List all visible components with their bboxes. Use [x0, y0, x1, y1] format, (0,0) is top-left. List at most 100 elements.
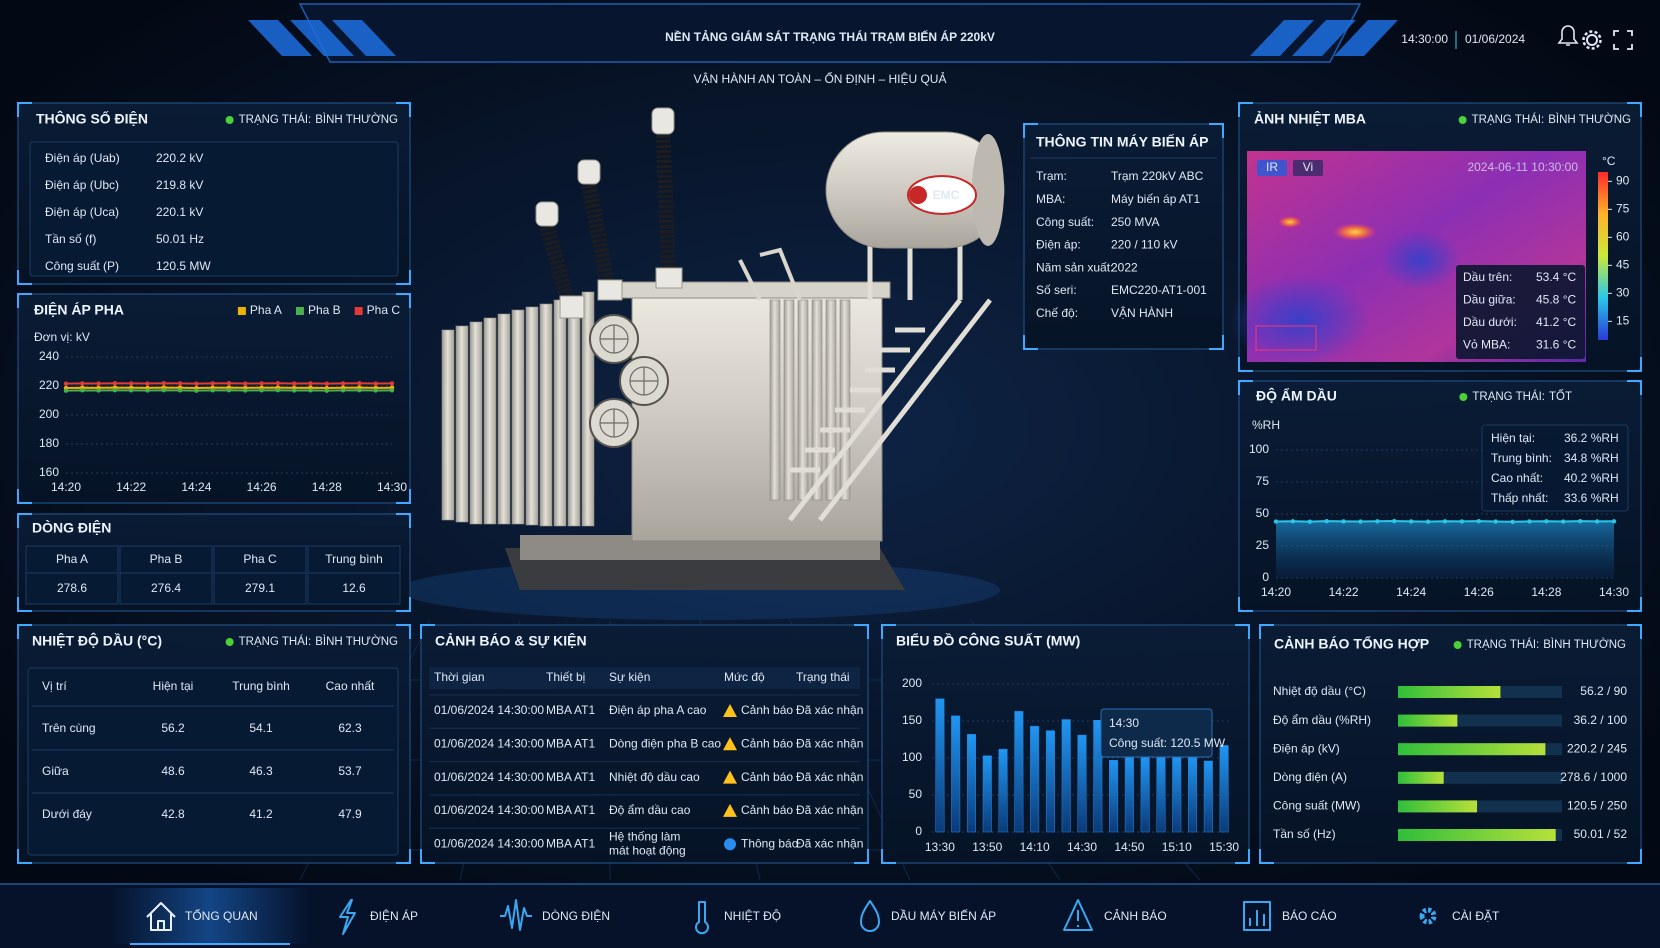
cell-header: Pha C	[243, 552, 277, 566]
bar	[1124, 755, 1134, 833]
bar	[1140, 756, 1150, 833]
panel-title: THÔNG TIN MÁY BIẾN ÁP	[1036, 133, 1208, 150]
nav-item[interactable]: CẢNH BÁO	[1063, 899, 1167, 931]
thermal-marker	[1255, 325, 1317, 351]
alarm-event: Nhiệt độ dầu cao	[609, 770, 700, 784]
alarm-event: Dòng điện pha B cao	[609, 736, 721, 750]
point	[357, 388, 362, 393]
nav-label[interactable]: DẦU MÁY BIẾN ÁP	[891, 908, 996, 923]
cell	[307, 545, 401, 605]
nav-item[interactable]: NHIỆT ĐỘ	[695, 901, 781, 935]
point	[373, 388, 378, 393]
alarm-time: 01/06/2024 14:30:00	[434, 736, 544, 750]
nav-label[interactable]: BÁO CÁO	[1282, 908, 1337, 923]
table-header: Cao nhất	[326, 679, 375, 693]
nav-label[interactable]: ĐIỆN ÁP	[370, 908, 418, 923]
alarm-status: Đã xác nhận	[796, 803, 863, 817]
nav-item[interactable]: BÁO CÁO	[1243, 901, 1337, 931]
param-label: Công suất (P)	[45, 259, 119, 273]
legend-label: Pha C	[367, 303, 401, 317]
param-value: 50.01 Hz	[156, 232, 204, 246]
y-axis-label: %RH	[1252, 418, 1280, 432]
table-value: 48.6	[161, 764, 185, 778]
alarm-status: Đã xác nhận	[796, 770, 863, 784]
point	[1409, 519, 1414, 524]
reading-label: Dầu dưới:	[1463, 315, 1517, 329]
info-label: Chế độ:	[1036, 306, 1078, 320]
x-tick-label: 14:10	[1020, 840, 1050, 854]
table-header: Hiện tại	[153, 679, 194, 693]
bar	[1061, 719, 1071, 833]
cell-value: 279.1	[245, 581, 275, 595]
nav-label[interactable]: CẢNH BÁO	[1104, 908, 1167, 923]
warning-icon	[723, 770, 737, 784]
panel-corner	[420, 624, 869, 864]
nav-item[interactable]: TỔNG QUAN	[146, 902, 258, 931]
panel-corner	[17, 624, 411, 864]
y-tick-label: 75	[1256, 474, 1270, 488]
tooltip	[1100, 708, 1213, 758]
reading-value: 31.6 °C	[1536, 338, 1576, 352]
param-label: Điện áp (Uab)	[45, 151, 120, 165]
y-tick-label: 0	[915, 824, 922, 838]
point	[194, 388, 199, 393]
summary-value: 278.6 / 1000	[1560, 770, 1627, 784]
status-dot	[225, 116, 234, 124]
bar	[1109, 759, 1119, 833]
point	[1307, 519, 1313, 524]
status-label: TRẠNG THÁI:	[239, 113, 312, 126]
param-value: 220.1 kV	[156, 205, 203, 219]
x-tick-label: 14:24	[181, 480, 211, 494]
summary-label: Nhiệt độ dầu (°C)	[1273, 684, 1366, 698]
nav-item[interactable]: ĐIỆN ÁP	[339, 899, 418, 935]
info-value: 220 / 110 kV	[1111, 238, 1178, 252]
page-subtitle: VẬN HÀNH AN TOÀN – ỔN ĐỊNH – HIỆU QUẢ	[694, 71, 947, 86]
image-tag-box	[1293, 160, 1323, 176]
table-header: Mức độ	[724, 670, 765, 684]
panel-corner	[17, 293, 411, 504]
point	[96, 381, 101, 386]
cell	[213, 545, 307, 605]
status-value: TỐT	[1549, 389, 1572, 403]
table-label: Trên cùng	[42, 721, 96, 735]
table-header-band	[429, 667, 860, 689]
thermal-hot	[1278, 216, 1302, 228]
point	[1611, 519, 1617, 524]
nav-item[interactable]: DẦU MÁY BIẾN ÁP	[860, 900, 996, 932]
nav-label[interactable]: CÀI ĐẶT	[1452, 908, 1500, 923]
legend-swatch	[237, 307, 246, 315]
nav-label[interactable]: DÒNG ĐIỆN	[542, 908, 610, 923]
panel-title: ẢNH NHIỆT MBA	[1254, 110, 1366, 127]
cell-header: Pha B	[150, 552, 183, 566]
x-tick-label: 14:50	[1114, 840, 1144, 854]
nav-label[interactable]: NHIỆT ĐỘ	[724, 908, 781, 923]
point	[1527, 519, 1532, 524]
panel-title: DÒNG ĐIỆN	[32, 519, 111, 536]
table-value: 53.7	[338, 764, 362, 778]
y-tick-label: 160	[39, 465, 59, 479]
nav-icon	[146, 902, 176, 931]
stat-label: Hiện tại:	[1491, 431, 1535, 445]
nav-label[interactable]: TỔNG QUAN	[185, 908, 258, 923]
thermal-cool	[1380, 230, 1460, 290]
table-value: 47.9	[338, 807, 362, 821]
nav-item[interactable]: DÒNG ĐIỆN	[500, 899, 610, 931]
status-label: TRẠNG THÁI:	[1472, 113, 1545, 126]
info-value: Trạm 220kV ABC	[1111, 169, 1204, 183]
alarm-level: Cảnh báo	[741, 803, 793, 817]
x-tick-label: 14:22	[1329, 585, 1359, 599]
nav-item[interactable]: CÀI ĐẶT	[1419, 907, 1500, 925]
point	[1476, 518, 1482, 524]
point	[80, 388, 85, 393]
point	[1392, 518, 1397, 524]
y-tick-label: 25	[1256, 538, 1270, 552]
header-decor	[248, 3, 1633, 63]
x-tick-label: 14:26	[247, 480, 277, 494]
legend-label: Pha B	[308, 303, 341, 317]
panel-corner	[1259, 624, 1642, 864]
progress-bar	[1398, 714, 1458, 727]
warning-icon	[723, 737, 737, 751]
point	[308, 388, 313, 393]
point	[389, 388, 395, 393]
